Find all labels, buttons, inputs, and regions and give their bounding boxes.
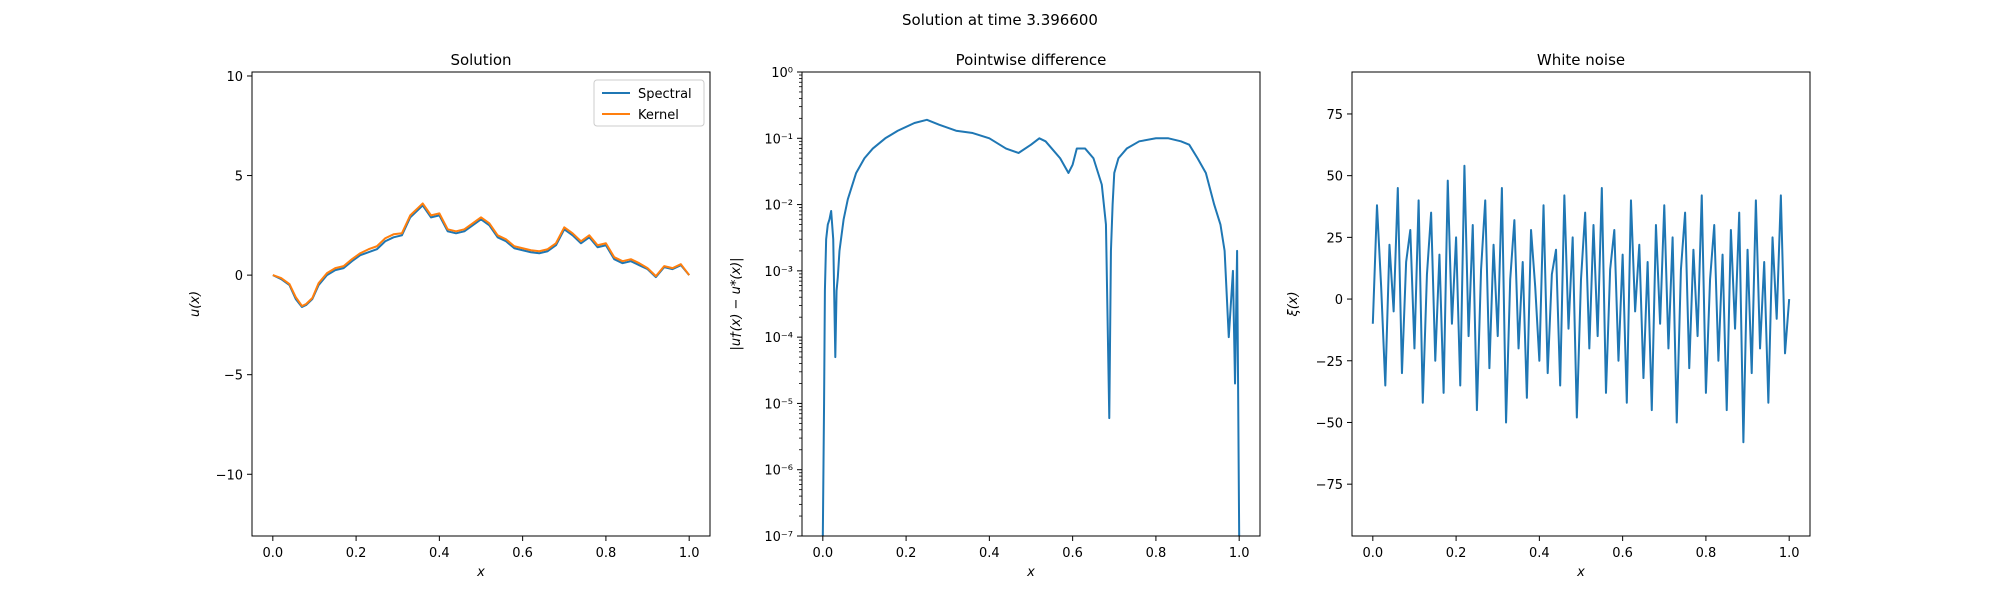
- y-tick-label: 10⁻⁷: [764, 530, 793, 545]
- x-tick-label: 0.8: [1696, 546, 1717, 561]
- x-axis-label: x: [476, 565, 485, 580]
- figure-suptitle: Solution at time 3.396600: [902, 11, 1098, 29]
- y-tick-label: 0: [1335, 293, 1343, 308]
- x-tick-label: 0.6: [512, 546, 533, 561]
- tick-group: 0.0 0.2 0.4 0.6 0.8 1.0 10 5 0 −5 −10: [216, 70, 700, 561]
- legend-label-spectral: Spectral: [638, 87, 692, 102]
- axes-frame: [801, 71, 1261, 537]
- y-tick-label: −5: [224, 369, 243, 384]
- axes-frame: [251, 71, 711, 537]
- legend-label-kernel: Kernel: [638, 108, 679, 123]
- y-tick-label: 10⁻⁴: [764, 331, 793, 346]
- y-tick-label: 5: [235, 170, 243, 185]
- white-noise-panel: White noise 0.0 0.2 0.4 0.6 0.8 1.0 75 50 25 0 −25…: [1286, 51, 1811, 580]
- x-tick-label: 0.2: [1446, 546, 1467, 561]
- y-tick-label: 10⁻²: [764, 199, 793, 214]
- x-tick-label: 0.4: [979, 546, 1000, 561]
- y-tick-label: 75: [1326, 108, 1343, 123]
- panel-title: White noise: [1537, 51, 1625, 69]
- series-line-spectral: [272, 204, 690, 308]
- y-tick-label: 10⁰: [771, 66, 793, 81]
- y-tick-label: 10: [226, 70, 243, 85]
- x-tick-label: 0.4: [1529, 546, 1550, 561]
- x-tick-label: 1.0: [679, 546, 700, 561]
- x-tick-label: 0.8: [1146, 546, 1167, 561]
- y-tick-label: 0: [235, 269, 243, 284]
- solution-panel: Solution 0.0 0.2 0.4 0.6 0.8 1.0 10 5 0 −5 −10 x u…: [188, 51, 711, 580]
- x-tick-label: 0.2: [896, 546, 917, 561]
- x-tick-label: 0.8: [596, 546, 617, 561]
- y-tick-label: −25: [1316, 355, 1343, 370]
- y-tick-label: 10⁻³: [764, 265, 793, 280]
- y-tick-label: −75: [1316, 478, 1343, 493]
- tick-group: 0.0 0.2 0.4 0.6 0.8 1.0 75 50 25 0 −25 −50 −75: [1316, 108, 1800, 561]
- plot-area: [821, 118, 1241, 536]
- y-tick-label: −10: [216, 468, 243, 483]
- plot-area: [1371, 164, 1791, 444]
- y-tick-label: 10⁻⁶: [764, 464, 793, 479]
- series-line-kernel: [272, 202, 690, 307]
- y-tick-label: −50: [1316, 416, 1343, 431]
- y-axis-label: ξ(x): [1286, 291, 1301, 317]
- x-tick-label: 1.0: [1779, 546, 1800, 561]
- x-tick-label: 0.2: [346, 546, 367, 561]
- x-tick-label: 0.0: [812, 546, 833, 561]
- x-axis-label: x: [1576, 565, 1585, 580]
- series-line: [821, 118, 1241, 536]
- x-axis-label: x: [1026, 565, 1035, 580]
- tick-group: 0.0 0.2 0.4 0.6 0.8 1.0 10⁰ 10⁻¹ 10⁻² 10⁻³ 10⁻⁴ 10⁻…: [764, 66, 1249, 561]
- y-tick-label: 25: [1326, 231, 1343, 246]
- x-tick-label: 0.0: [1362, 546, 1383, 561]
- y-tick-label: 10⁻⁵: [764, 397, 793, 412]
- series-line: [1371, 164, 1791, 444]
- panel-title: Solution: [450, 51, 511, 69]
- x-tick-label: 0.6: [1062, 546, 1083, 561]
- panel-title: Pointwise difference: [956, 51, 1107, 69]
- y-tick-label: 50: [1326, 170, 1343, 185]
- axes-frame: [1351, 71, 1811, 537]
- pointwise-difference-panel: Pointwise difference 0.0 0.2 0.4 0.6 0.8 1.0 1…: [729, 51, 1261, 580]
- x-tick-label: 0.4: [429, 546, 450, 561]
- x-tick-label: 0.6: [1612, 546, 1633, 561]
- y-axis-label: |u†(x) − u*(x)|: [729, 257, 744, 350]
- x-tick-label: 1.0: [1229, 546, 1250, 561]
- plot-area: [272, 202, 690, 308]
- legend: Spectral Kernel: [593, 79, 705, 127]
- y-axis-label: u(x): [188, 291, 203, 317]
- y-tick-label: 10⁻¹: [764, 132, 793, 147]
- x-tick-label: 0.0: [262, 546, 283, 561]
